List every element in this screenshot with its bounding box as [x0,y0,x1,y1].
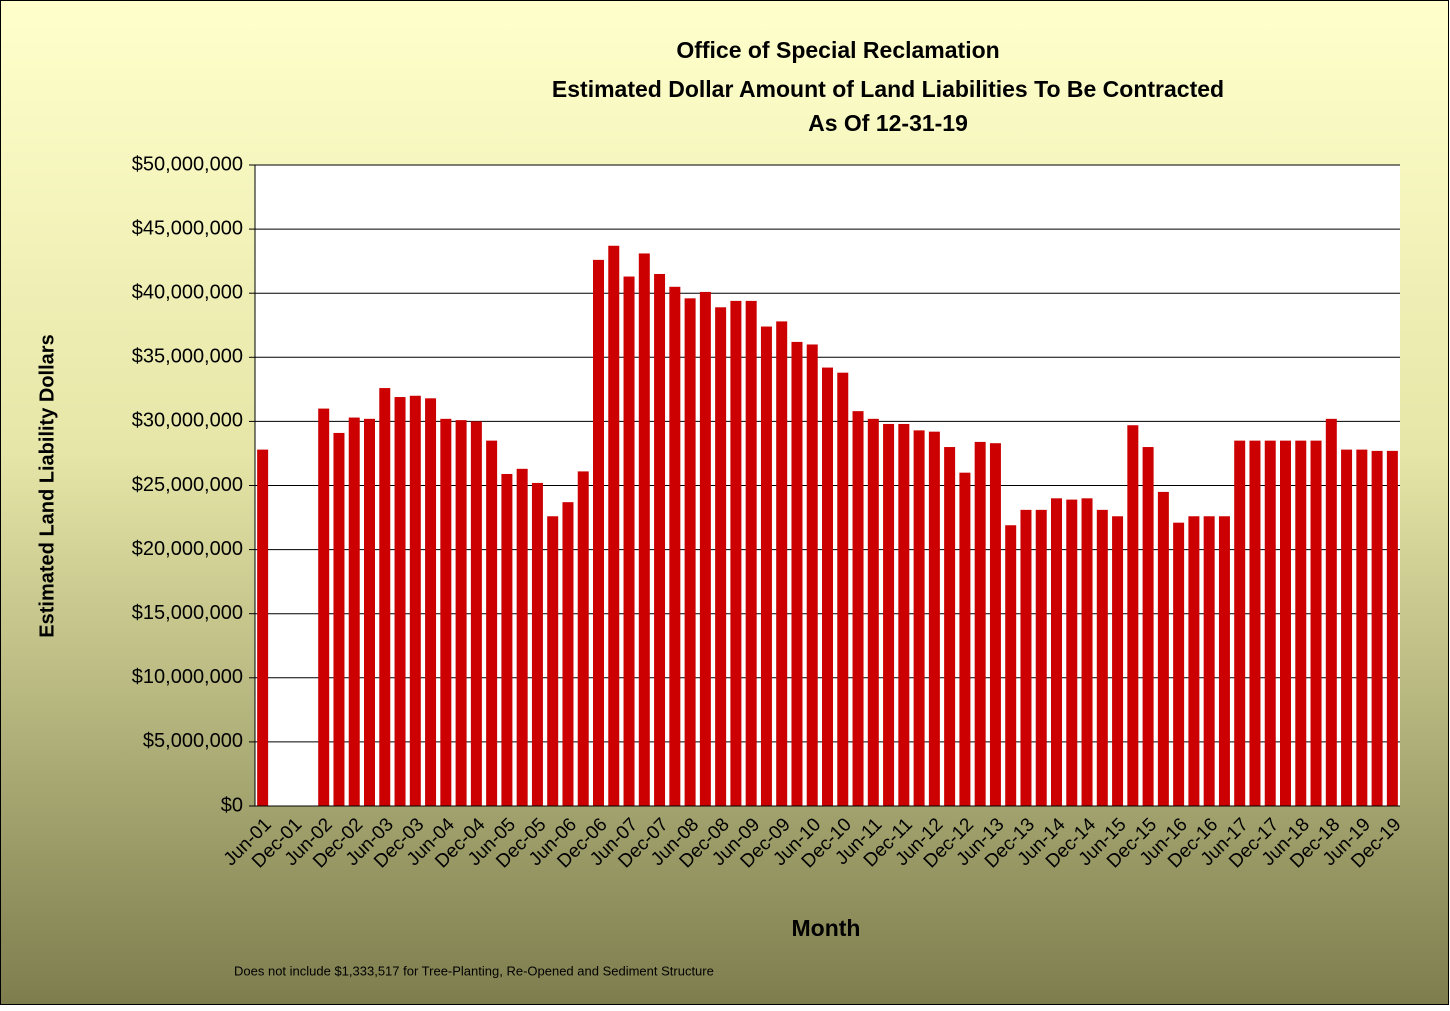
bar [1188,516,1200,806]
bar [562,502,574,806]
bar [669,286,681,806]
bar [913,430,925,806]
bar [944,447,956,806]
bar [898,423,910,806]
bar [1051,498,1062,806]
bar [1295,440,1307,806]
bar [470,421,482,806]
y-tick-label: $15,000,000 [132,602,243,624]
bar [577,471,589,806]
bar [1112,516,1124,806]
bar [257,449,269,806]
bar [394,397,406,806]
bar [1020,509,1032,806]
bar [1218,516,1230,806]
bar [1035,509,1047,806]
bar [837,372,849,806]
bar [928,431,940,806]
bar [623,276,635,806]
bar [715,307,727,806]
bar [379,388,391,806]
bar [684,298,696,806]
bar [455,420,467,806]
y-tick-label: $40,000,000 [132,281,243,303]
bar [348,417,360,806]
bar [1173,522,1185,806]
bar [1081,498,1093,806]
bar [883,423,895,806]
bar [440,418,452,806]
bar [1249,440,1261,806]
chart-title: Office of Special Reclamation [676,37,999,63]
y-tick-label: $20,000,000 [132,538,243,560]
bar [730,300,742,806]
bar [318,408,330,806]
bar [1310,440,1322,806]
bar [791,341,803,806]
bar [1203,516,1215,806]
x-axis-label: Month [792,915,861,941]
bar [1005,525,1017,806]
footnote: Does not include $1,333,517 for Tree-Pla… [234,963,714,978]
bar [1096,509,1108,806]
bar [1142,447,1154,806]
bar [501,473,513,806]
bar [959,472,971,806]
bar [486,440,498,806]
y-tick-label: $50,000,000 [132,153,243,175]
y-tick-label: $10,000,000 [132,666,243,688]
bar [364,418,375,806]
y-tick-label: $30,000,000 [132,410,243,432]
bar [516,468,528,806]
bar [1341,449,1353,806]
bar [608,245,620,807]
chart-title: As Of 12-31-19 [808,110,968,136]
bar [654,273,666,807]
y-tick-label: $5,000,000 [143,730,243,752]
y-tick-label: $35,000,000 [132,346,243,368]
bar [1127,425,1139,806]
bar [989,443,1001,806]
bar [531,482,543,806]
bar [974,441,986,806]
bar [760,326,772,806]
y-tick-label: $0 [221,794,243,816]
bar [593,259,604,806]
bar [1386,450,1398,806]
bar [806,344,818,806]
bar [1356,449,1368,806]
bar [1264,440,1276,806]
bar [425,398,437,806]
bar [333,432,345,806]
bar [1371,450,1383,806]
bar [1325,418,1337,806]
bar [1280,440,1291,806]
bar [822,367,833,806]
bar [638,253,650,806]
bar [699,291,711,807]
bar [1066,499,1078,806]
bar [409,395,421,806]
chart-title: Estimated Dollar Amount of Land Liabilit… [552,76,1224,102]
bar [745,300,757,806]
bar [1234,440,1246,806]
y-axis-label: Estimated Land Liability Dollars [36,334,58,637]
bar [852,411,864,806]
y-tick-label: $25,000,000 [132,474,243,496]
bar [776,321,788,806]
bar [547,516,559,806]
bar [1157,491,1169,806]
bar [867,418,879,806]
y-tick-label: $45,000,000 [132,217,243,239]
